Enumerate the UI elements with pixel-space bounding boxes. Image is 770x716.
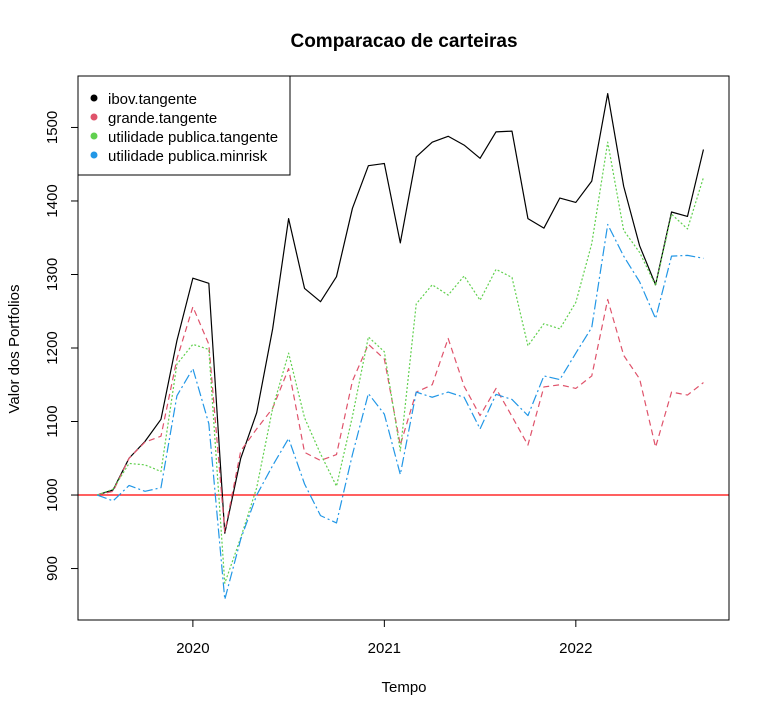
legend-marker-1 — [90, 113, 98, 121]
legend-marker-3 — [90, 151, 98, 159]
series-line-3 — [96, 223, 704, 601]
y-tick-label-4: 1300 — [44, 258, 61, 291]
chart-title: Comparacao de carteiras — [290, 31, 517, 52]
y-tick-label-5: 1400 — [44, 184, 61, 217]
plot-frame — [77, 75, 730, 621]
y-tick-label-2: 1100 — [44, 405, 61, 437]
legend-label-2: utilidade publica.tangente — [108, 129, 278, 146]
y-tick-label-3: 1200 — [44, 331, 61, 364]
legend-box — [77, 75, 291, 176]
y-tick-label-1: 1000 — [44, 478, 61, 511]
series-line-1 — [97, 298, 704, 533]
legend-marker-0 — [90, 94, 98, 102]
axes-layer: 2020 2021 2022 900 1000 1100 1200 1300 1400 1500 — [44, 111, 593, 657]
legend-label-1: grande.tangente — [108, 110, 217, 127]
series-line-2 — [96, 141, 705, 584]
x-tick-label-2: 2022 — [559, 640, 592, 657]
legend: ibov.tangente grande.tangente utilidade pu… — [77, 75, 291, 176]
x-tick-label-1: 2021 — [368, 640, 401, 657]
x-axis-label: Tempo — [381, 679, 426, 696]
series-line-0 — [96, 93, 705, 534]
x-tick-label-0: 2020 — [176, 640, 209, 657]
y-axis-label: Valor dos Portfolios — [6, 285, 23, 414]
legend-label-0: ibov.tangente — [108, 91, 197, 108]
series-layer — [96, 93, 705, 601]
y-tick-label-0: 900 — [44, 556, 61, 581]
legend-marker-2 — [90, 132, 98, 140]
y-tick-label-6: 1500 — [44, 111, 61, 144]
legend-label-3: utilidade publica.minrisk — [108, 148, 268, 165]
